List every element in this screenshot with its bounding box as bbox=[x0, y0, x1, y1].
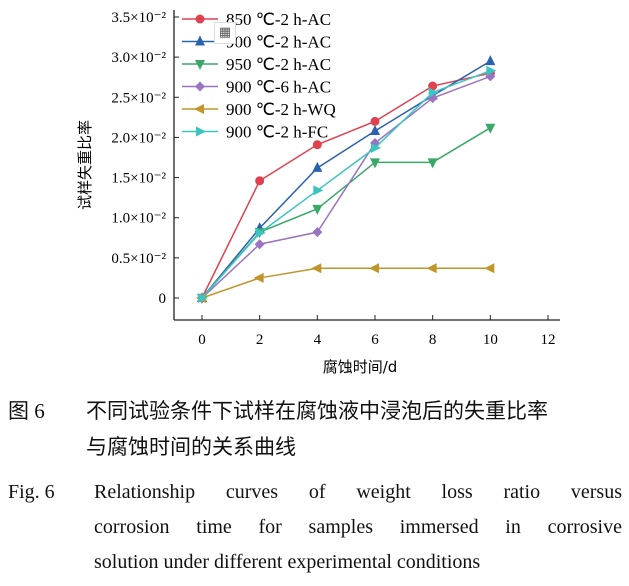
y-axis-label: 试样失重比率 bbox=[76, 120, 94, 210]
data-point bbox=[370, 158, 380, 169]
legend-label: 950 ℃-2 h-AC bbox=[226, 55, 331, 74]
legend-label: 900 ℃-2 h-AC bbox=[226, 33, 331, 52]
y-tick-label: 3.5×10⁻² bbox=[111, 10, 166, 26]
caption-zh-line1: 不同试验条件下试样在腐蚀液中浸泡后的失重比率 bbox=[86, 399, 548, 423]
data-point bbox=[255, 176, 265, 186]
legend-label: 850 ℃-2 h-AC bbox=[226, 10, 331, 29]
data-point bbox=[312, 140, 322, 150]
series-line bbox=[201, 127, 491, 299]
legend-marker bbox=[195, 81, 205, 92]
x-tick-label: 8 bbox=[429, 332, 437, 348]
data-point bbox=[198, 293, 208, 303]
data-point bbox=[254, 239, 265, 250]
data-point bbox=[485, 55, 496, 66]
y-tick-label: 1.0×10⁻² bbox=[111, 211, 166, 227]
x-tick-label: 10 bbox=[483, 332, 498, 348]
x-tick-label: 12 bbox=[541, 332, 556, 348]
line-chart: 0 2 4 6 8 10 12 0 0.5×10⁻² 1.0×10⁻² 1.5×10⁻² 2.0×10… bbox=[76, 10, 560, 376]
data-point bbox=[485, 123, 496, 134]
data-point bbox=[371, 142, 381, 153]
caption-zh-label: 图 6 bbox=[8, 399, 45, 423]
legend-label: 900 ℃-2 h-WQ bbox=[226, 100, 336, 119]
series-line bbox=[201, 75, 491, 299]
series-line bbox=[201, 60, 491, 299]
x-tick-label: 2 bbox=[256, 332, 264, 348]
legend-label: 900 ℃-2 h-FC bbox=[226, 123, 328, 142]
data-point bbox=[255, 227, 266, 238]
data-point bbox=[311, 263, 322, 274]
y-tick-label: 2.0×10⁻² bbox=[111, 130, 166, 146]
data-point bbox=[370, 116, 380, 126]
caption-en-line1: Relationship curves of weight loss ratio… bbox=[94, 481, 622, 503]
data-point bbox=[484, 263, 495, 274]
x-axis-label: 腐蚀时间/d bbox=[323, 358, 398, 376]
data-point bbox=[253, 272, 264, 283]
series-line bbox=[201, 70, 491, 299]
y-tick-label: 2.5×10⁻² bbox=[111, 90, 166, 106]
series-line bbox=[201, 72, 491, 299]
caption-en-line3: solution under different experimental co… bbox=[94, 551, 481, 573]
series-line bbox=[201, 267, 491, 299]
data-point bbox=[426, 263, 437, 274]
data-point bbox=[369, 263, 379, 274]
data-point bbox=[312, 161, 323, 172]
table-icon[interactable]: ▦ bbox=[214, 22, 236, 44]
caption-en: Fig. 6 Relationship curves of weight loss… bbox=[8, 477, 622, 507]
data-point bbox=[428, 81, 438, 91]
caption-zh: 图 6 不同试验条件下试样在腐蚀液中浸泡后的失重比率 bbox=[8, 396, 548, 426]
data-point bbox=[428, 87, 439, 98]
legend-marker bbox=[194, 104, 204, 114]
data-point bbox=[486, 65, 497, 76]
y-tick-label: 0 bbox=[159, 291, 167, 307]
data-point bbox=[312, 227, 323, 238]
y-tick-label: 0.5×10⁻² bbox=[111, 251, 166, 267]
x-tick-label: 4 bbox=[314, 332, 322, 348]
x-tick-label: 6 bbox=[371, 332, 379, 348]
legend-label: 900 ℃-6 h-AC bbox=[226, 78, 331, 97]
y-tick-label: 1.5×10⁻² bbox=[111, 171, 166, 187]
legend-marker bbox=[196, 126, 206, 137]
data-point bbox=[312, 204, 323, 215]
caption-en-line2: corrosion time for samples immersed in c… bbox=[94, 516, 622, 538]
caption-zh-line2: 与腐蚀时间的关系曲线 bbox=[86, 435, 296, 459]
data-point bbox=[313, 185, 324, 196]
caption-en-label: Fig. 6 bbox=[8, 481, 55, 503]
legend-marker bbox=[195, 35, 205, 46]
data-point bbox=[370, 125, 380, 136]
y-tick-label: 3.0×10⁻² bbox=[111, 50, 166, 66]
legend-marker bbox=[195, 14, 205, 24]
x-tick-label: 0 bbox=[198, 332, 206, 348]
data-point bbox=[427, 158, 438, 169]
legend-marker bbox=[195, 60, 205, 70]
